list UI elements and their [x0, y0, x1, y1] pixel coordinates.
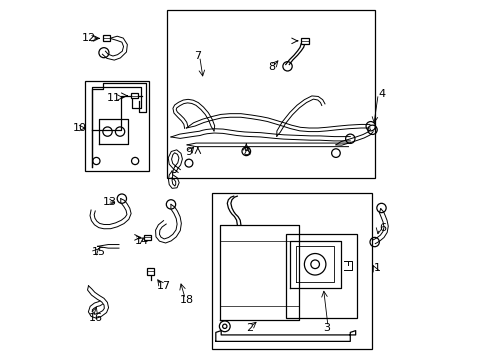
Text: 4: 4: [378, 89, 385, 99]
Text: 9: 9: [185, 147, 192, 157]
Text: 1: 1: [373, 263, 381, 273]
Bar: [212, 193, 371, 348]
Text: 13: 13: [102, 197, 117, 207]
Bar: [85, 81, 149, 171]
Text: 10: 10: [73, 123, 87, 133]
Text: 8: 8: [267, 62, 274, 72]
Text: 15: 15: [92, 247, 106, 257]
Text: 18: 18: [180, 295, 194, 305]
Text: 5: 5: [242, 147, 249, 157]
Text: 12: 12: [81, 33, 95, 43]
Text: 6: 6: [378, 224, 385, 233]
Text: 7: 7: [194, 51, 201, 61]
Bar: [147, 268, 153, 275]
Text: 17: 17: [156, 281, 170, 291]
Bar: [167, 10, 375, 178]
Bar: [131, 93, 137, 98]
Bar: [300, 38, 308, 44]
Text: 2: 2: [246, 323, 253, 333]
Text: 11: 11: [106, 93, 120, 103]
Text: 16: 16: [88, 313, 102, 323]
Text: 3: 3: [323, 323, 330, 333]
Bar: [102, 36, 110, 41]
Text: 14: 14: [135, 236, 149, 246]
Bar: [285, 234, 357, 318]
Bar: [144, 235, 151, 240]
